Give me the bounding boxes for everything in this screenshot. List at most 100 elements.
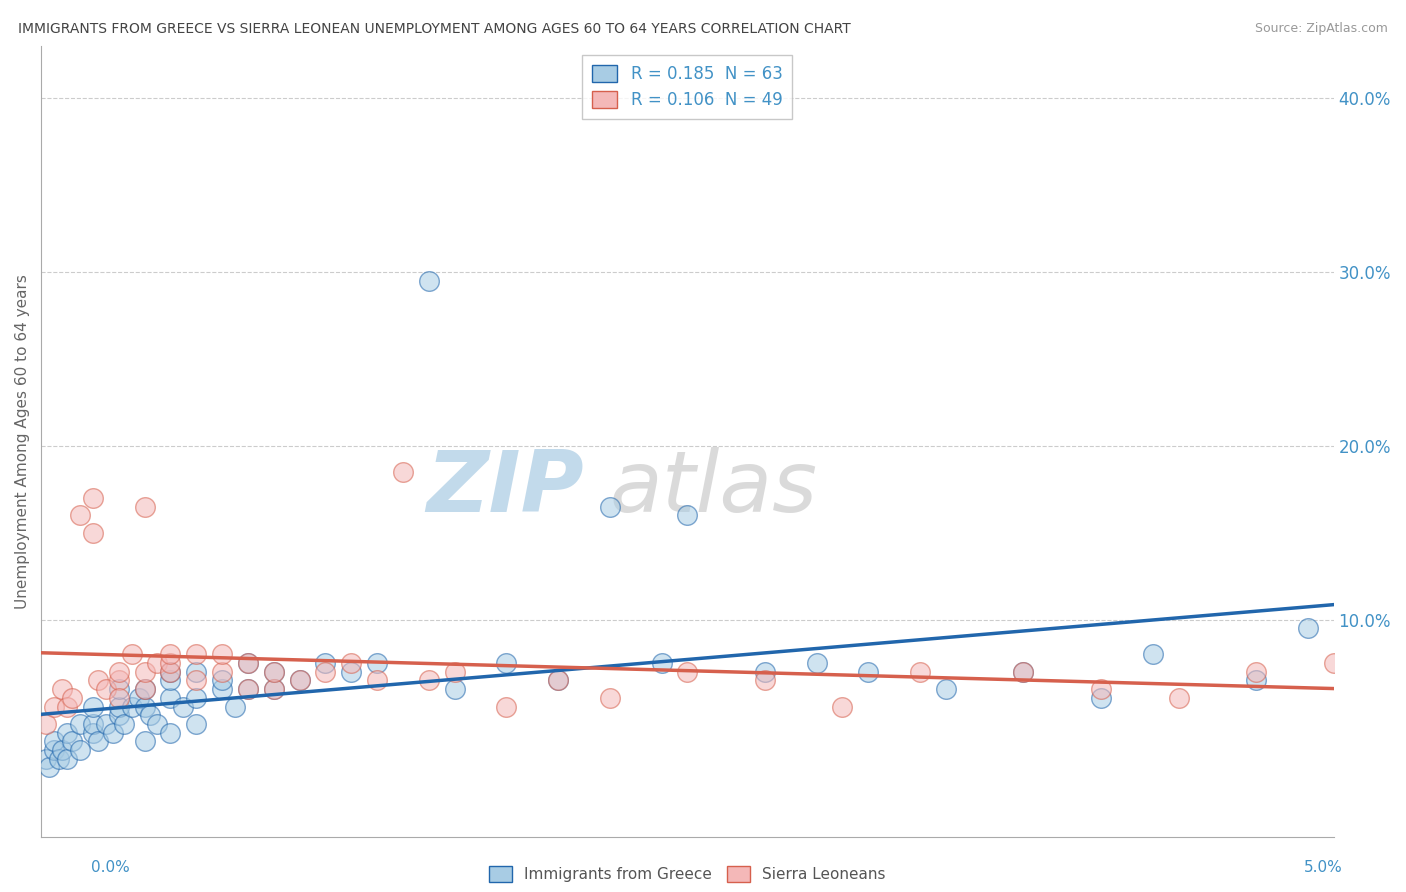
Point [236,656,259,670]
Text: IMMIGRANTS FROM GREECE VS SIERRA LEONEAN UNEMPLOYMENT AMONG AGES 60 TO 64 YEARS : IMMIGRANTS FROM GREECE VS SIERRA LEONEAN… [18,22,851,37]
Point [138,708,160,723]
Point [1323,656,1346,670]
Point [172,699,194,714]
Point [186,665,208,679]
Point [159,690,181,705]
Point [107,673,129,688]
Point [94,682,117,697]
Point [366,673,388,688]
Point [599,500,621,514]
Point [366,656,388,670]
Point [418,673,440,688]
Point [186,648,208,662]
Point [159,725,181,739]
Point [806,656,828,670]
Point [186,690,208,705]
Point [651,656,673,670]
Point [236,682,259,697]
Point [547,673,569,688]
Point [263,665,285,679]
Point [35,752,58,766]
Point [495,656,517,670]
Point [1012,665,1035,679]
Point [60,734,83,748]
Point [211,673,233,688]
Point [134,665,156,679]
Point [159,665,181,679]
Point [48,752,70,766]
Point [107,665,129,679]
Point [754,665,776,679]
Point [314,656,336,670]
Point [82,699,104,714]
Point [134,734,156,748]
Point [288,673,311,688]
Point [1296,621,1319,635]
Point [134,682,156,697]
Point [107,708,129,723]
Point [103,725,125,739]
Point [56,699,79,714]
Point [186,673,208,688]
Point [107,690,129,705]
Point [121,699,143,714]
Text: ZIP: ZIP [426,448,583,531]
Point [224,699,246,714]
Point [443,665,465,679]
Point [599,690,621,705]
Point [134,699,156,714]
Point [547,673,569,688]
Point [42,699,65,714]
Point [35,717,58,731]
Point [38,760,60,774]
Point [121,648,143,662]
Point [288,673,311,688]
Point [159,648,181,662]
Point [69,743,91,757]
Point [1012,665,1035,679]
Point [418,274,440,288]
Point [236,656,259,670]
Point [42,743,65,757]
Point [211,682,233,697]
Point [1090,690,1112,705]
Point [51,743,73,757]
Point [1167,690,1189,705]
Text: 0.0%: 0.0% [91,861,131,875]
Point [56,725,79,739]
Point [263,665,285,679]
Point [263,682,285,697]
Point [1090,682,1112,697]
Point [314,665,336,679]
Point [186,717,208,731]
Point [443,682,465,697]
Point [134,682,156,697]
Point [56,752,79,766]
Point [676,508,699,523]
Text: atlas: atlas [610,448,818,531]
Point [495,699,517,714]
Text: Source: ZipAtlas.com: Source: ZipAtlas.com [1254,22,1388,36]
Point [107,699,129,714]
Point [676,665,699,679]
Point [1142,648,1164,662]
Point [236,682,259,697]
Point [82,525,104,540]
Point [858,665,880,679]
Point [935,682,957,697]
Point [146,717,169,731]
Point [754,673,776,688]
Point [340,665,363,679]
Text: 5.0%: 5.0% [1303,861,1343,875]
Point [211,665,233,679]
Point [87,734,110,748]
Point [392,465,415,479]
Point [146,656,169,670]
Point [69,717,91,731]
Point [159,656,181,670]
Point [128,690,150,705]
Point [159,665,181,679]
Point [134,500,156,514]
Point [69,508,91,523]
Point [94,717,117,731]
